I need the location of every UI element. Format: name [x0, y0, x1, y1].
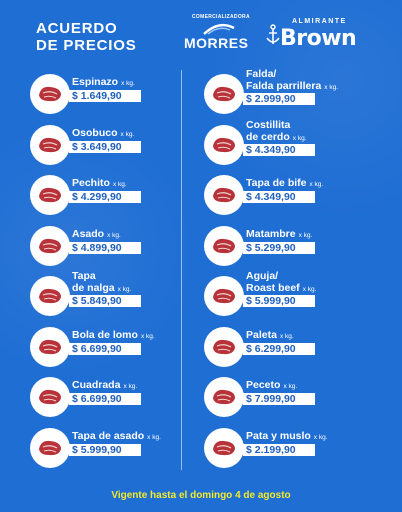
product-name: Paleta x kg.	[246, 329, 294, 343]
column-divider	[181, 70, 182, 470]
price-tag: $ 5.299,90	[243, 241, 315, 254]
product-name: Aguja/Roast beef x kg.	[246, 270, 316, 296]
title-line-2: DE PRECIOS	[36, 37, 137, 54]
product-name: Cuadrada x kg.	[72, 379, 137, 393]
product-name: Tapa de bife x kg.	[246, 177, 323, 191]
meat-cut-icon	[30, 377, 70, 417]
price-tag: $ 5.999,90	[243, 295, 315, 307]
product-name: Pechito x kg.	[72, 177, 127, 191]
product-name: Falda/Falda parrillera x kg.	[246, 68, 338, 94]
meat-cut-icon	[204, 175, 244, 215]
unit-label: x kg.	[123, 383, 138, 390]
price-tag: $ 6.699,90	[69, 342, 141, 355]
meat-cut-icon	[30, 326, 70, 367]
product-name-line-1: Espinazo	[72, 76, 119, 88]
price-tag: $ 2.999,90	[243, 93, 315, 105]
product-name-line-1: Pechito	[72, 177, 110, 189]
product-name-line-1: Tapa de asado	[72, 429, 145, 442]
price-tag: $ 1.649,90	[69, 90, 141, 102]
price-tag: $ 5.999,90	[69, 443, 141, 456]
unit-label: x kg.	[283, 383, 298, 390]
poster-title: ACUERDO DE PRECIOS	[36, 20, 137, 54]
price-tag: $ 6.699,90	[69, 393, 141, 405]
morres-logo-name: MORRES	[184, 35, 249, 51]
unit-label: x kg.	[313, 433, 328, 441]
brown-logo-name: Brown	[280, 26, 357, 51]
product-name-line-2: Roast beef	[246, 282, 300, 294]
product-name-line-1: Falda/	[246, 68, 277, 80]
meat-cut-icon	[204, 276, 244, 316]
product-name-line-2: de cerdo	[246, 130, 290, 143]
unit-label: x kg.	[117, 286, 132, 293]
morres-logo: COMERCIALIZADORA MORRES	[184, 14, 254, 58]
price-tag: $ 5.849,90	[69, 295, 141, 307]
meat-cut-icon	[30, 427, 70, 468]
product-name-line-1: Pata y muslo	[246, 429, 311, 442]
product-name-line-1: Tapa de bife	[246, 177, 307, 189]
product-name-line-1: Peceto	[246, 379, 281, 391]
price-tag: $ 6.299,90	[243, 342, 315, 355]
product-name: Asado x kg.	[72, 228, 121, 242]
brown-logo-top: ALMIRANTE	[292, 18, 347, 25]
price-tag: $ 3.649,90	[69, 140, 141, 153]
unit-label: x kg.	[292, 134, 307, 142]
product-name-line-1: Costillita	[246, 118, 291, 131]
meat-cut-icon	[204, 74, 244, 114]
meat-cut-icon	[204, 124, 244, 165]
product-name: Costillita de cerdo x kg.	[246, 119, 307, 145]
product-name-line-1: Asado	[72, 227, 105, 240]
product-name: Tapa de asado x kg.	[72, 430, 161, 444]
meat-cut-icon	[204, 326, 244, 367]
unit-label: x kg.	[147, 433, 161, 441]
price-tag: $ 4.299,90	[69, 191, 141, 203]
product-name: Peceto x kg.	[246, 379, 297, 393]
price-tag: $ 2.199,90	[243, 443, 315, 456]
unit-label: x kg.	[298, 231, 313, 239]
meat-cut-icon	[30, 74, 70, 114]
product-name-line-1: Matambre	[246, 227, 296, 240]
almirante-brown-logo: ALMIRANTE Brown	[266, 18, 366, 52]
meat-cut-icon	[30, 175, 70, 215]
product-name: Tapa de nalga x kg.	[72, 270, 131, 296]
product-name-line-1: Osobuco	[72, 126, 118, 139]
product-name-line-1: Tapa	[72, 270, 96, 282]
product-name-line-2: Falda parrillera	[246, 80, 322, 92]
product-name: Matambre x kg.	[246, 228, 312, 242]
meat-cut-icon	[30, 225, 70, 266]
meat-cut-icon	[204, 225, 244, 266]
product-name: Pata y muslo x kg.	[246, 430, 328, 444]
unit-label: x kg.	[120, 130, 135, 138]
validity-footer: Vigente hasta el domingo 4 de agosto	[111, 490, 291, 501]
price-tag: $ 4.899,90	[69, 241, 141, 254]
morres-logo-top: COMERCIALIZADORA	[192, 14, 250, 20]
unit-label: x kg.	[324, 84, 339, 91]
meat-cut-icon	[30, 124, 70, 165]
product-name-line-1: Aguja/	[246, 270, 279, 282]
price-tag: $ 7.999,90	[243, 393, 315, 405]
unit-label: x kg.	[309, 181, 324, 188]
unit-label: x kg.	[112, 181, 127, 188]
product-name: Osobuco x kg.	[72, 127, 134, 141]
unit-label: x kg.	[107, 231, 121, 239]
morres-swoosh-icon	[203, 23, 235, 35]
unit-label: x kg.	[121, 80, 135, 87]
unit-label: x kg.	[279, 332, 294, 340]
product-name: Bola de lomo x kg.	[72, 329, 155, 343]
unit-label: x kg.	[140, 332, 155, 340]
product-name-line-2: de nalga	[72, 282, 115, 294]
unit-label: x kg.	[302, 286, 317, 293]
meat-cut-icon	[30, 276, 70, 316]
meat-cut-icon	[204, 427, 244, 468]
product-name-line-1: Paleta	[246, 328, 277, 341]
product-name-line-1: Bola de lomo	[72, 328, 138, 341]
anchor-icon	[266, 24, 280, 44]
title-line-1: ACUERDO	[36, 20, 118, 37]
product-name-line-1: Cuadrada	[72, 379, 121, 391]
meat-cut-icon	[204, 377, 244, 417]
price-tag: $ 4.349,90	[243, 191, 315, 203]
product-name: Espinazo x kg.	[72, 76, 135, 90]
price-tag: $ 4.349,90	[243, 143, 315, 156]
